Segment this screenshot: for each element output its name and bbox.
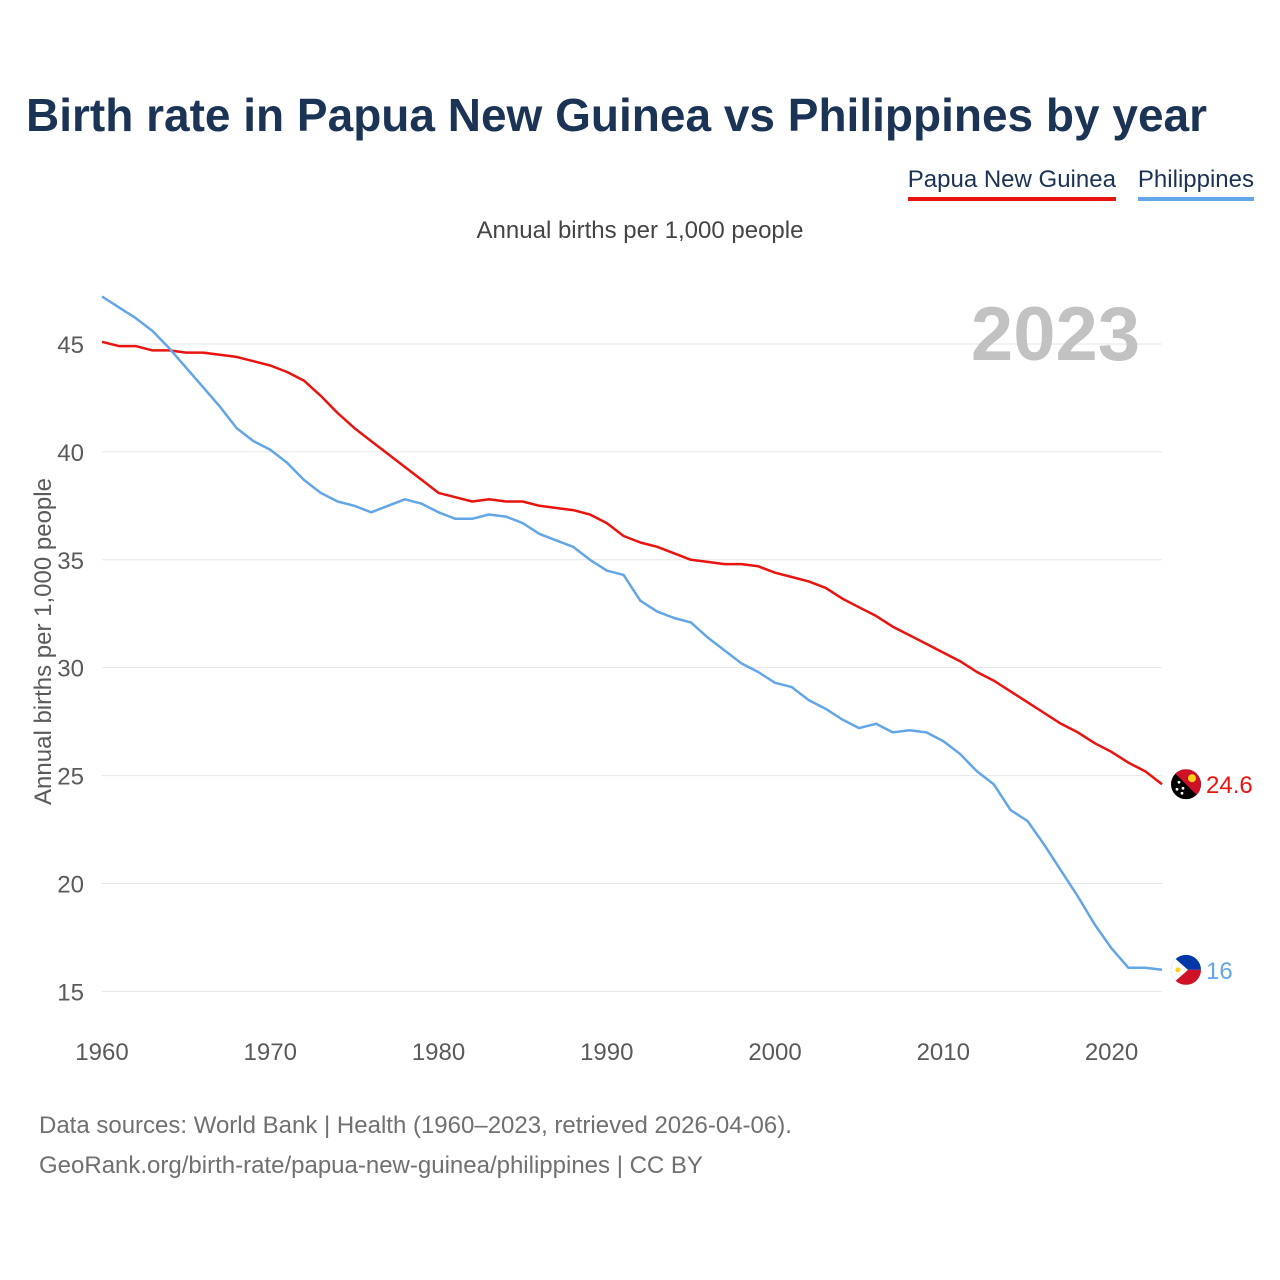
x-tick-label-2010: 2010 [917, 1039, 970, 1066]
end-label-philippines: 16 [1206, 958, 1233, 985]
philippines-flag-icon [1171, 954, 1201, 985]
series-line-philippines [101, 295, 1163, 972]
year-label: 2023 [971, 292, 1140, 377]
y-tick-label-40: 40 [57, 440, 84, 467]
footer: Data sources: World Bank | Health (1960–… [39, 1106, 792, 1186]
x-tick-label-1990: 1990 [580, 1039, 633, 1066]
y-tick-label-30: 30 [57, 656, 84, 683]
y-axis-title: Annual births per 1,000 people [30, 478, 57, 805]
end-label-papua-new-guinea: 24.6 [1206, 772, 1253, 799]
legend-item-papua-new-guinea[interactable]: Papua New Guinea [907, 166, 1116, 201]
x-tick-label-1980: 1980 [412, 1039, 465, 1066]
footer-sources: Data sources: World Bank | Health (1960–… [39, 1112, 792, 1139]
series-line-papua-new-guinea [101, 340, 1163, 786]
y-tick-label-35: 35 [57, 548, 84, 575]
x-tick-label-2000: 2000 [748, 1039, 801, 1066]
x-tick-label-1960: 1960 [75, 1039, 128, 1066]
x-tick-label-2020: 2020 [1085, 1039, 1138, 1066]
legend: Papua New Guinea Philippines [907, 166, 1254, 201]
x-tick-label-1970: 1970 [244, 1039, 297, 1066]
y-tick-label-15: 15 [57, 979, 84, 1006]
legend-item-philippines[interactable]: Philippines [1137, 166, 1254, 201]
chart-title: Birth rate in Papua New Guinea vs Philip… [26, 89, 1208, 141]
papua-new-guinea-flag-icon [1171, 769, 1201, 800]
y-tick-label-25: 25 [57, 764, 84, 791]
y-tick-label-20: 20 [57, 872, 84, 899]
chart-subtitle: Annual births per 1,000 people [476, 217, 804, 244]
footer-attribution[interactable]: GeoRank.org/birth-rate/papua-new-guinea/… [39, 1152, 703, 1179]
y-tick-label-45: 45 [57, 332, 84, 359]
